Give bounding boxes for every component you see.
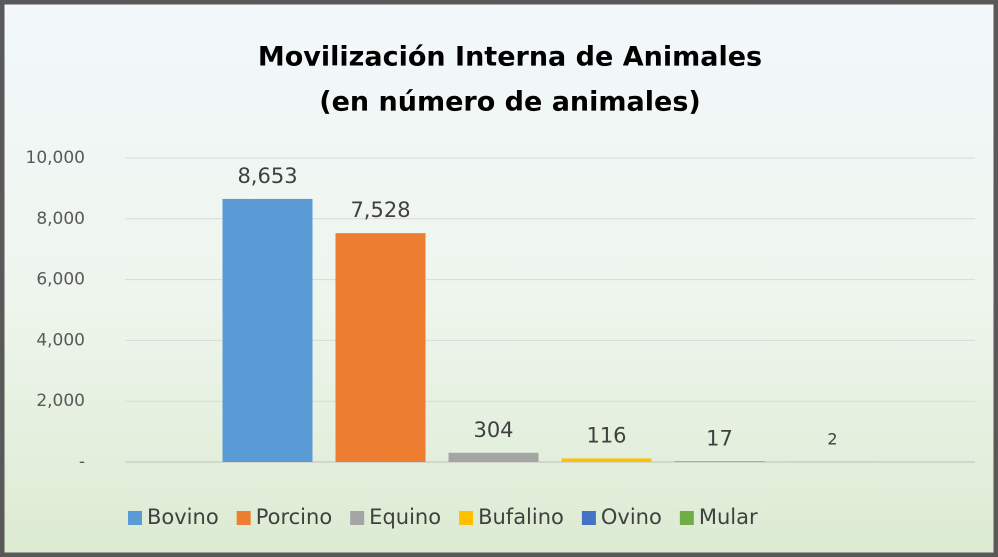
legend-label: Mular: [699, 505, 758, 529]
y-tick-label: 4,000: [36, 330, 85, 350]
page: Movilización Interna de Animales (en núm…: [0, 0, 998, 557]
chart: Movilización Interna de Animales (en núm…: [0, 0, 998, 557]
chart-title: Movilización Interna de Animales: [258, 42, 762, 73]
legend-label: Porcino: [256, 505, 332, 529]
bar: [336, 233, 426, 462]
data-label: 2: [827, 429, 837, 448]
legend-label: Equino: [369, 505, 441, 529]
bar: [449, 453, 539, 462]
bar: [675, 461, 765, 462]
y-tick-label: -: [79, 452, 85, 472]
legend-swatch: [350, 511, 364, 525]
legend-swatch: [680, 511, 694, 525]
chart-frame: [2, 2, 996, 555]
data-label: 7,528: [350, 198, 410, 222]
y-tick-label: 8,000: [36, 209, 85, 229]
legend-swatch: [237, 511, 251, 525]
data-label: 116: [586, 423, 626, 447]
legend-swatch: [128, 511, 142, 525]
legend-swatch: [582, 511, 596, 525]
legend-label: Bovino: [147, 505, 219, 529]
y-tick-label: 6,000: [36, 270, 85, 290]
legend-label: Bufalino: [478, 505, 564, 529]
y-tick-label: 2,000: [36, 391, 85, 411]
legend-swatch: [459, 511, 473, 525]
legend-label: Ovino: [601, 505, 662, 529]
chart-subtitle: (en número de animales): [319, 87, 701, 118]
data-label: 304: [473, 418, 513, 442]
y-tick-label: 10,000: [26, 148, 85, 168]
bar: [223, 199, 313, 462]
data-label: 17: [706, 426, 733, 450]
bar: [562, 458, 652, 462]
data-label: 8,653: [237, 164, 297, 188]
